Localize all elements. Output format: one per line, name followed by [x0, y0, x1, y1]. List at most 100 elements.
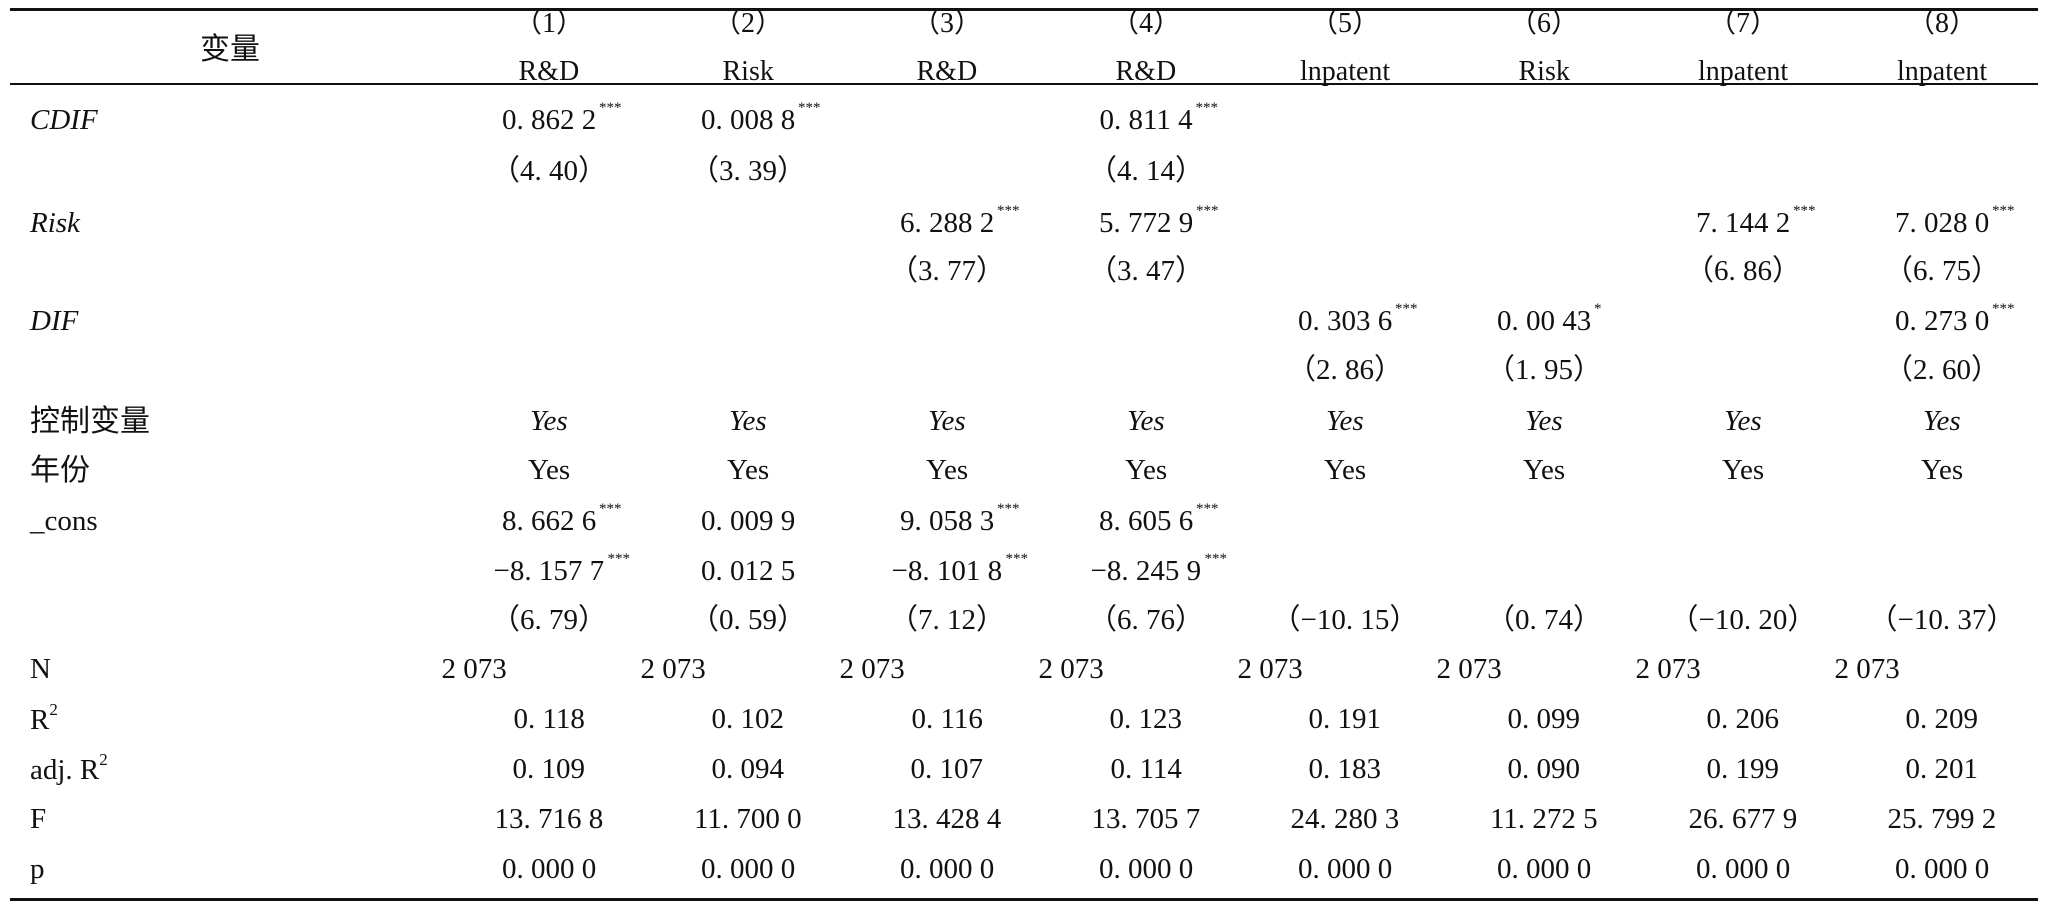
column-dependent-var: lnpatent	[1300, 56, 1391, 88]
coef-value: 8. 605 6	[1099, 505, 1194, 538]
column-number: （3）	[912, 8, 983, 40]
header-variable-label: 变量	[200, 31, 260, 67]
row-label-adj-r2: adj. R2	[30, 751, 108, 785]
adj-r2-value: 0. 090	[1507, 753, 1581, 786]
row-label-cdif: CDIF	[30, 104, 98, 137]
coef-value: 7. 028 0	[1895, 207, 1990, 240]
p-value: 0. 000 0	[1895, 853, 1990, 886]
r2-value: 0. 116	[911, 703, 983, 736]
significance-stars: ***	[1992, 301, 2015, 317]
coef-value: （2. 60）	[1884, 354, 2001, 387]
column-number: （7）	[1708, 8, 1779, 40]
adj-r2-value: 0. 199	[1706, 753, 1780, 786]
significance-stars: ***	[599, 501, 622, 517]
coef-value: 0. 009 9	[701, 505, 796, 538]
coef-value: （−10. 20）	[1669, 604, 1817, 637]
coef-value: （0. 74）	[1486, 604, 1603, 637]
p-value: 0. 000 0	[701, 853, 796, 886]
f-value: 13. 705 7	[1091, 803, 1201, 836]
significance-stars: ***	[1992, 203, 2015, 219]
coef-value: 0. 012 5	[701, 555, 796, 588]
adj-r2-value: 0. 183	[1308, 753, 1382, 786]
f-value: 13. 428 4	[892, 803, 1002, 836]
p-value: 0. 000 0	[1298, 853, 1393, 886]
significance-stars: ***	[1195, 100, 1219, 116]
top-rule	[10, 8, 2038, 11]
column-dependent-var: lnpatent	[1897, 56, 1988, 88]
p-value: 0. 000 0	[1099, 853, 1194, 886]
label-text: R	[30, 704, 50, 737]
year-value: Yes	[528, 454, 571, 487]
adj-r2-value: 0. 094	[711, 753, 785, 786]
column-number: （8）	[1907, 8, 1978, 40]
controls-value: Yes	[729, 405, 767, 438]
column-number: （2）	[713, 8, 784, 40]
year-value: Yes	[727, 454, 770, 487]
column-dependent-var: Risk	[722, 56, 774, 88]
adj-r2-value: 0. 107	[910, 753, 984, 786]
coef-value: 0. 862 2	[502, 104, 597, 137]
label-superscript: 2	[99, 750, 108, 770]
column-dependent-var: Risk	[1518, 56, 1570, 88]
significance-stars: ***	[997, 501, 1020, 517]
coef-value: −8. 245 9	[1090, 555, 1202, 588]
adj-r2-value: 0. 201	[1905, 753, 1979, 786]
p-value: 0. 000 0	[1696, 853, 1791, 886]
coef-value: 0. 303 6	[1298, 305, 1393, 338]
coef-value: 5. 772 9	[1099, 207, 1194, 240]
year-value: Yes	[1125, 454, 1168, 487]
r2-value: 0. 191	[1308, 703, 1382, 736]
adj-r2-value: 0. 114	[1110, 753, 1182, 786]
significance-stars: *	[1594, 301, 1602, 317]
r2-value: 0. 206	[1706, 703, 1780, 736]
f-value: 24. 280 3	[1290, 803, 1400, 836]
column-number: （5）	[1310, 8, 1381, 40]
n-value: 2 073	[1436, 653, 1502, 686]
row-label-r2: R2	[30, 701, 58, 735]
significance-stars: ***	[599, 100, 622, 116]
column-dependent-var: lnpatent	[1698, 56, 1789, 88]
significance-stars: ***	[607, 551, 631, 567]
coef-value: （1. 95）	[1486, 354, 1603, 387]
adj-r2-value: 0. 109	[512, 753, 586, 786]
controls-value: Yes	[1724, 405, 1762, 438]
controls-value: Yes	[1127, 405, 1165, 438]
coef-value: 0. 273 0	[1895, 305, 1990, 338]
coef-value: （7. 12）	[889, 604, 1006, 637]
n-value: 2 073	[640, 653, 706, 686]
coef-value: 8. 662 6	[502, 505, 597, 538]
column-number: （1）	[514, 8, 585, 40]
header-rule	[10, 83, 2038, 85]
n-value: 2 073	[441, 653, 507, 686]
r2-value: 0. 102	[711, 703, 785, 736]
coef-value: （3. 77）	[889, 255, 1006, 288]
p-value: 0. 000 0	[900, 853, 995, 886]
coef-value: （−10. 37）	[1868, 604, 2016, 637]
n-value: 2 073	[1635, 653, 1701, 686]
row-label-year: 年份	[30, 452, 90, 488]
coef-value: （4. 40）	[491, 155, 608, 188]
significance-stars: ***	[1196, 203, 1219, 219]
controls-value: Yes	[928, 405, 966, 438]
coef-value: −8. 101 8	[891, 555, 1003, 588]
n-value: 2 073	[1237, 653, 1303, 686]
row-label-risk: Risk	[30, 207, 80, 240]
n-value: 2 073	[1038, 653, 1104, 686]
significance-stars: ***	[1196, 501, 1219, 517]
significance-stars: ***	[1793, 203, 1816, 219]
significance-stars: ***	[1005, 551, 1029, 567]
coef-value: 9. 058 3	[900, 505, 995, 538]
column-dependent-var: R&D	[518, 56, 580, 88]
f-value: 25. 799 2	[1887, 803, 1997, 836]
year-value: Yes	[926, 454, 969, 487]
coef-value: （6. 86）	[1685, 255, 1802, 288]
column-dependent-var: R&D	[1115, 56, 1177, 88]
p-value: 0. 000 0	[1497, 853, 1592, 886]
significance-stars: ***	[1204, 551, 1228, 567]
coef-value: 0. 811 4	[1099, 104, 1193, 137]
column-dependent-var: R&D	[916, 56, 978, 88]
coef-value: （−10. 15）	[1271, 604, 1419, 637]
f-value: 11. 700 0	[694, 803, 802, 836]
coef-value: −8. 157 7	[493, 555, 605, 588]
controls-value: Yes	[1326, 405, 1364, 438]
